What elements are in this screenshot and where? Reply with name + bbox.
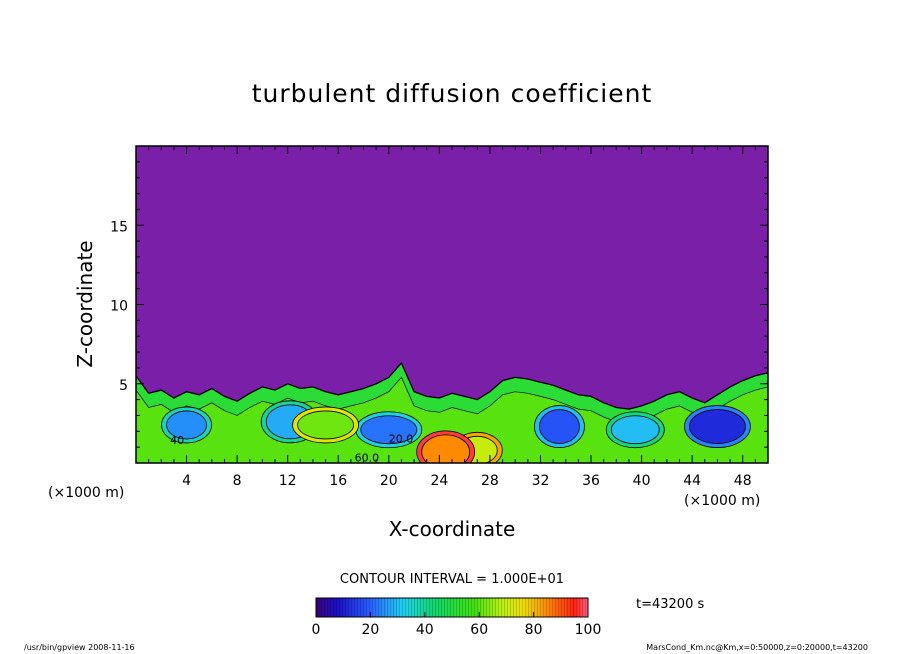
contour-label: 60.0 xyxy=(355,451,380,464)
contour-labels: 40 20.0 60.0 xyxy=(170,432,413,464)
colorbar: 0 20 40 60 80 100 xyxy=(312,597,602,638)
colorbar-frame xyxy=(315,597,589,618)
x-tick-label: 12 xyxy=(279,473,297,489)
time-label: t=43200 s xyxy=(636,597,704,612)
x-axis-label: X-coordinate xyxy=(389,517,516,541)
footer-left: /usr/bin/gpview 2008-11-16 xyxy=(24,643,135,652)
plot-area: 40 20.0 60.0 xyxy=(135,145,769,464)
colorbar-tick-label: 60 xyxy=(470,622,488,638)
chart-title: turbulent diffusion coefficient xyxy=(252,79,653,108)
colorbar-stripes xyxy=(316,598,588,617)
field-cell xyxy=(297,410,355,440)
field-cell xyxy=(166,410,207,440)
field-cell xyxy=(360,415,418,445)
x-tick-label: 16 xyxy=(329,473,347,489)
field-cell xyxy=(539,409,580,444)
x-tick-label: 36 xyxy=(582,473,600,489)
y-tick-label: 5 xyxy=(119,378,128,394)
colorbar-tick-label: 100 xyxy=(575,622,602,638)
y-axis-ticks: 5 10 15 xyxy=(110,145,768,464)
z-unit-label: (×1000 m) xyxy=(684,493,760,509)
field-cell xyxy=(421,434,471,463)
colorbar-tick-label: 80 xyxy=(525,622,543,638)
x-tick-label: 44 xyxy=(683,473,701,489)
boundary-layer-field xyxy=(136,361,768,463)
colorbar-tick-label: 40 xyxy=(416,622,434,638)
x-unit-label: (×1000 m) xyxy=(48,485,124,501)
x-tick-label: 24 xyxy=(430,473,448,489)
x-tick-label: 8 xyxy=(233,473,242,489)
contour-label: 40 xyxy=(170,434,184,447)
colorbar-tick-label: 0 xyxy=(312,622,321,638)
footer-right: MarsCond_Km.nc@Km,x=0:50000,z=0:20000,t=… xyxy=(646,643,868,652)
y-tick-label: 10 xyxy=(110,299,128,315)
field-cell xyxy=(689,409,746,444)
x-tick-label: 28 xyxy=(481,473,499,489)
x-tick-label: 32 xyxy=(532,473,550,489)
x-tick-label: 20 xyxy=(380,473,398,489)
x-tick-label: 40 xyxy=(633,473,651,489)
y-axis-label: Z-coordinate xyxy=(73,240,97,367)
colorbar-tick-label: 20 xyxy=(361,622,379,638)
x-axis-ticks: 4 8 12 16 20 24 28 32 36 40 44 48 xyxy=(135,146,769,489)
contour-label: 20.0 xyxy=(389,432,414,445)
x-tick-label: 48 xyxy=(734,473,752,489)
colorbar-ticks: 0 20 40 60 80 100 xyxy=(312,612,602,638)
y-tick-label: 15 xyxy=(110,219,128,235)
field-cell xyxy=(610,415,660,445)
contour-interval: CONTOUR INTERVAL = 1.000E+01 xyxy=(340,572,564,587)
x-tick-label: 4 xyxy=(182,473,191,489)
